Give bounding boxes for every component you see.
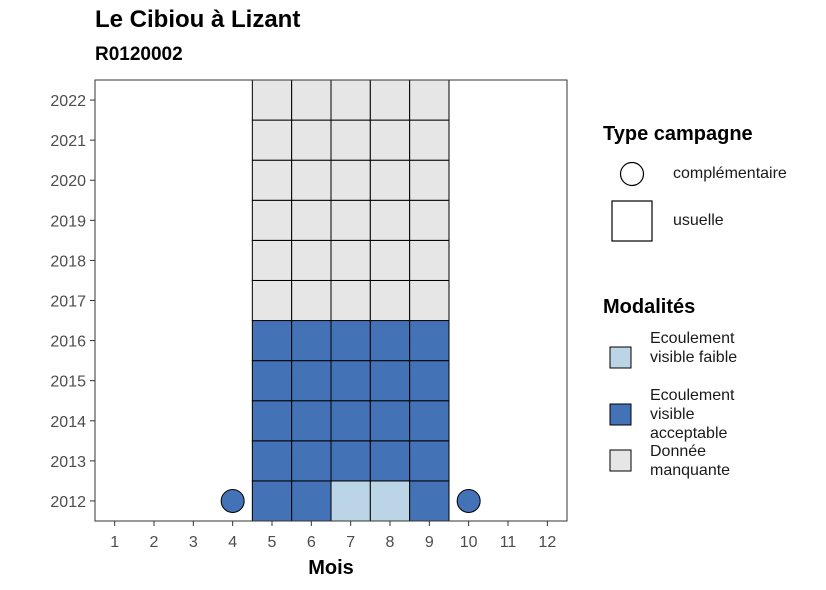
heatmap-cell	[330, 199, 371, 241]
legend-modalites-title: Modalités	[603, 296, 696, 318]
heatmap-cell	[330, 279, 371, 322]
heatmap-cell	[330, 320, 371, 362]
heatmap-cell	[330, 239, 371, 281]
chart-title: Le Cibiou à Lizant	[95, 6, 301, 33]
heatmap-cell	[291, 159, 332, 201]
heatmap-cell	[291, 239, 332, 281]
x-tick-label: 10	[460, 534, 478, 551]
y-tick-label: 2013	[50, 454, 86, 471]
heatmap-cell	[369, 239, 411, 281]
y-tick-label: 2015	[50, 374, 86, 391]
x-tick-label: 4	[228, 534, 237, 551]
heatmap-cell	[251, 400, 293, 442]
heatmap-cell	[369, 119, 411, 161]
heatmap-cell	[330, 440, 371, 482]
heatmap-cell	[409, 79, 450, 121]
heatmap-cell	[369, 480, 411, 522]
y-tick-label: 2022	[50, 93, 86, 110]
campaign-point	[456, 488, 481, 513]
y-tick-label: 2021	[50, 133, 86, 150]
heatmap-cell	[369, 279, 411, 322]
heatmap-cell	[369, 320, 411, 362]
heatmap-cell	[330, 159, 371, 201]
heatmap-cell	[409, 239, 450, 281]
heatmap-cell	[409, 279, 450, 322]
heatmap-cell	[251, 320, 293, 362]
heatmap-cell	[330, 119, 371, 161]
legend-label-acceptable: Ecoulement visible acceptable	[650, 387, 735, 442]
heatmap-cell	[251, 480, 293, 522]
heatmap-cell	[291, 360, 332, 402]
heatmap-cell	[291, 440, 332, 482]
y-tick-label: 2016	[50, 334, 86, 351]
x-tick-label: 12	[538, 534, 556, 551]
heatmap-cell	[291, 480, 332, 522]
heatmap-cell	[251, 279, 293, 322]
heatmap-cell	[291, 79, 332, 121]
heatmap-cell	[251, 159, 293, 201]
y-tick-label: 2014	[50, 414, 86, 431]
heatmap-cell	[369, 440, 411, 482]
heatmap-cell	[330, 360, 371, 402]
heatmap-cell	[409, 199, 450, 241]
legend-label-manquante: Donnée manquante	[650, 443, 731, 479]
x-tick-label: 11	[500, 534, 517, 551]
heatmap-cell	[369, 159, 411, 201]
heatmap-cell	[330, 480, 371, 522]
legend-label-usuelle: usuelle	[673, 212, 724, 229]
heatmap-cell	[330, 400, 371, 442]
heatmap-cell	[291, 279, 332, 322]
heatmap-cell	[369, 199, 411, 241]
heatmap-cell	[409, 320, 450, 362]
x-tick-label: 3	[189, 534, 198, 551]
legend-label-faible: Ecoulement visible faible	[650, 330, 738, 366]
campaign-point	[220, 488, 245, 513]
x-tick-label: 1	[110, 534, 119, 551]
heatmap-cell	[251, 79, 293, 121]
heatmap-cell	[251, 239, 293, 281]
x-axis-label: Mois	[308, 557, 354, 579]
heatmap-cell	[291, 119, 332, 161]
x-tick-label: 6	[307, 534, 316, 551]
x-tick-label: 7	[346, 534, 355, 551]
heatmap-cell	[291, 320, 332, 362]
x-tick-label: 2	[150, 534, 159, 551]
heatmap-cell	[409, 360, 450, 402]
legend-label-complementaire: complémentaire	[673, 165, 787, 182]
heatmap-cell	[409, 119, 450, 161]
heatmap-cell	[291, 199, 332, 241]
heatmap-cell	[369, 400, 411, 442]
heatmap-cell	[409, 159, 450, 201]
chart-subtitle: R0120002	[95, 44, 183, 65]
y-tick-label: 2017	[50, 294, 86, 311]
y-tick-label: 2020	[50, 173, 86, 190]
heatmap-cell	[251, 360, 293, 402]
heatmap-cell	[409, 440, 450, 482]
heatmap-cell	[409, 480, 450, 522]
heatmap-cell	[251, 119, 293, 161]
heatmap-cell	[409, 400, 450, 442]
x-tick-label: 8	[386, 534, 395, 551]
heatmap-cell	[369, 360, 411, 402]
y-tick-label: 2018	[50, 253, 86, 270]
heatmap-cell	[330, 79, 371, 121]
legend-type-title: Type campagne	[603, 123, 753, 145]
x-tick-label: 9	[425, 534, 434, 551]
heatmap-cell	[369, 79, 411, 121]
heatmap-cell	[251, 199, 293, 241]
y-tick-label: 2012	[50, 494, 86, 511]
heatmap-cell	[291, 400, 332, 442]
heatmap-cell	[251, 440, 293, 482]
x-tick-label: 5	[268, 534, 277, 551]
y-tick-label: 2019	[50, 213, 86, 230]
